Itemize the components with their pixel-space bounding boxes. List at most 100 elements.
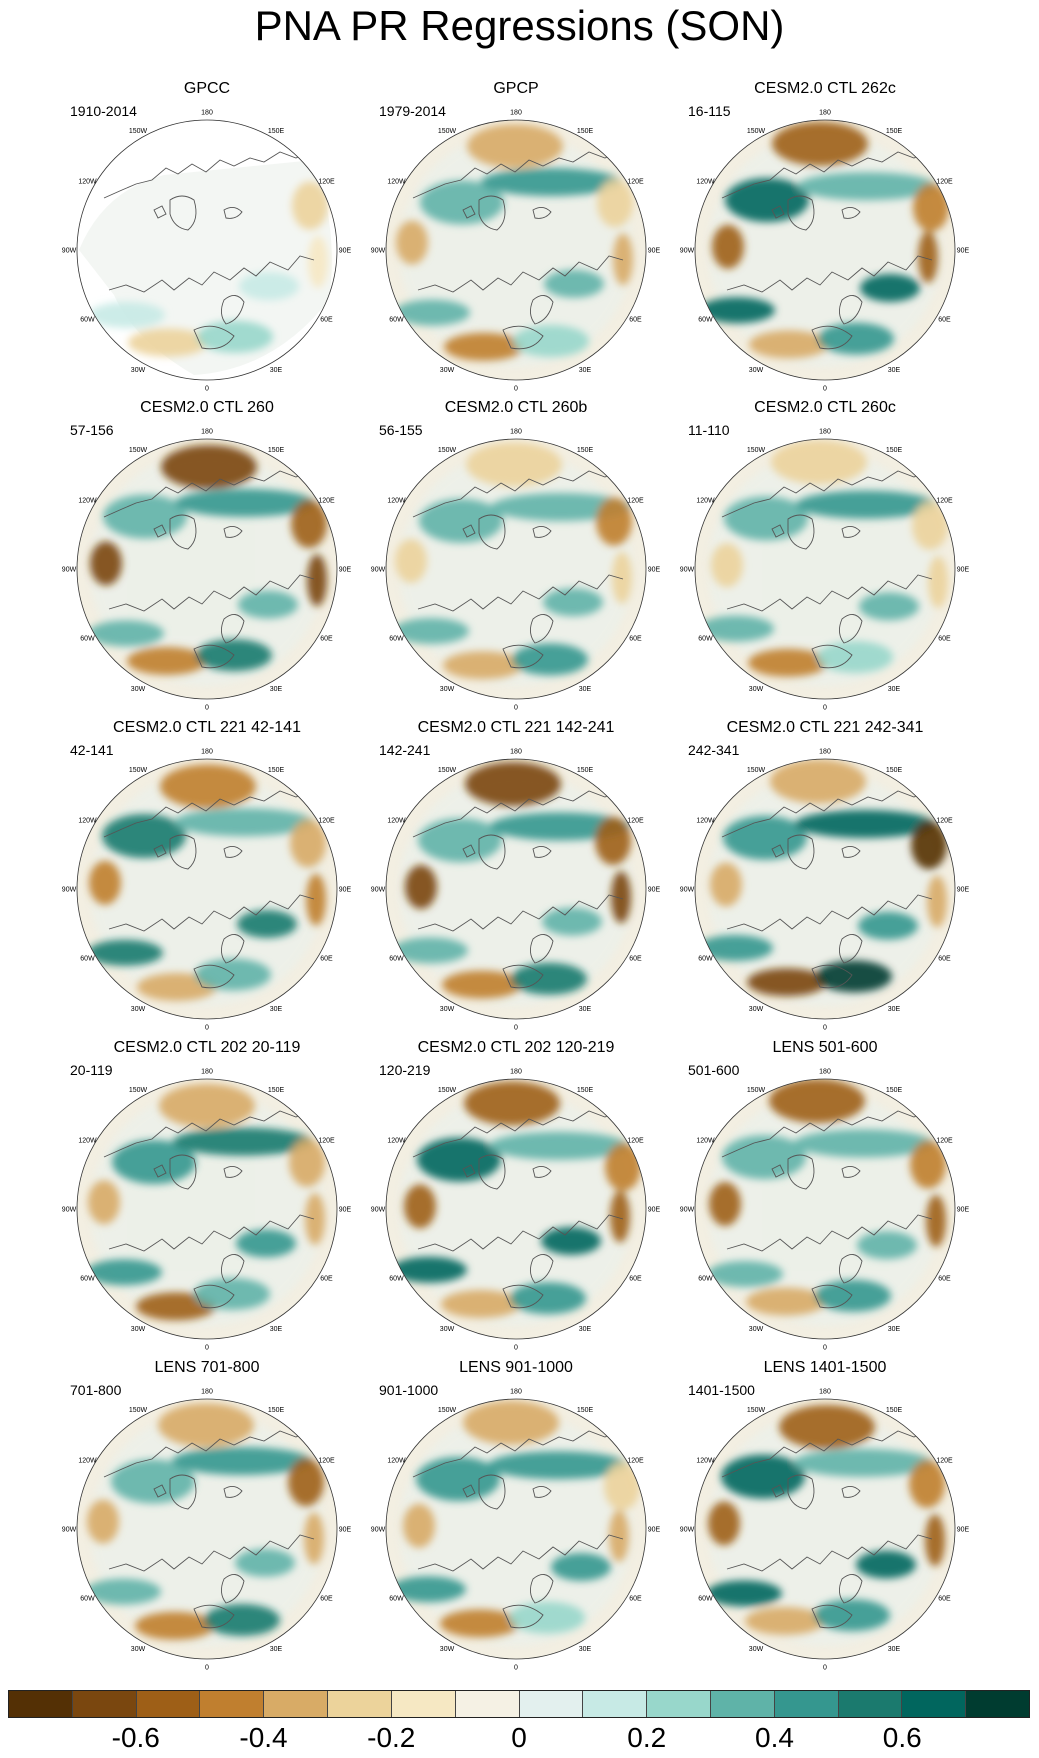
longitude-label: 150E	[268, 1407, 285, 1414]
map-boundary	[694, 438, 956, 700]
map-boundary	[694, 758, 956, 1020]
polar-map: 180 150E 120E 90E 60E 30E 0 30W 60W 90W 120W 150W	[680, 1389, 970, 1672]
anomaly-patch	[308, 235, 328, 288]
anomaly-patch	[712, 224, 744, 269]
longitude-label: 30W	[131, 1326, 146, 1333]
longitude-label: 180	[201, 429, 213, 436]
longitude-label: 0	[514, 1025, 518, 1032]
anomaly-patch	[136, 1292, 216, 1321]
polar-map: 180 150E 120E 90E 60E 30E 0 30W 60W 90W 120W 150W	[371, 110, 661, 393]
longitude-label: 60E	[938, 636, 951, 643]
longitude-label: 30E	[579, 367, 592, 374]
map-boundary	[385, 438, 647, 700]
anomaly-patch	[913, 183, 949, 232]
longitude-label: 0	[823, 386, 827, 393]
polar-map: 180 150E 120E 90E 60E 30E 0 30W 60W 90W 120W 150W	[680, 1069, 970, 1352]
map-boundary	[385, 119, 647, 381]
longitude-label: 120E	[318, 179, 335, 186]
anomaly-patch	[927, 875, 947, 928]
anomaly-patch	[103, 494, 187, 539]
colorbar-segment	[646, 1691, 710, 1717]
longitude-label: 0	[823, 1025, 827, 1032]
coastlines	[412, 1108, 624, 1309]
panel-title: LENS 701-800	[154, 1359, 260, 1376]
anomaly-patch	[611, 871, 631, 924]
longitude-label: 90W	[680, 1207, 695, 1214]
colorbar-segment	[965, 1691, 1029, 1717]
colorbar-tick-label: -0.2	[367, 1722, 416, 1753]
panel-title: GPCC	[183, 80, 231, 97]
anomaly-patch	[488, 1451, 628, 1480]
longitude-label: 60E	[320, 1276, 333, 1283]
panel-title: CESM2.0 CTL 202 20-119	[113, 1039, 301, 1056]
longitude-label: 30E	[888, 1646, 901, 1653]
longitude-label: 150E	[577, 1407, 594, 1414]
anomaly-patch	[818, 322, 894, 355]
longitude-label: 90W	[371, 567, 386, 574]
longitude-label: 180	[510, 110, 522, 117]
longitude-label: 120E	[318, 818, 335, 825]
longitude-label: 150W	[129, 128, 148, 135]
anomaly-patch	[697, 935, 773, 961]
anomaly-patch	[511, 962, 587, 995]
anomaly-patch	[925, 1514, 945, 1567]
anomaly-patch	[613, 233, 633, 286]
colorbar-segment	[390, 1691, 455, 1717]
anomaly-patch	[815, 1279, 891, 1312]
colorbar-segment	[901, 1691, 966, 1717]
longitude-label: 90W	[680, 248, 695, 255]
map-panel: CESM2.0 CTL 202 20-119 20-119 180 150E 120E 9…	[62, 1039, 374, 1352]
longitude-label: 60W	[80, 956, 95, 963]
panel-title: CESM2.0 CTL 262c	[754, 80, 896, 97]
anomaly-patch	[463, 1400, 559, 1445]
anomaly-patch	[779, 1405, 875, 1449]
anomaly-patch	[794, 1129, 934, 1158]
longitude-label: 30E	[888, 367, 901, 374]
polar-map: 180 150E 120E 90E 60E 30E 0 30W 60W 90W 120W 150W	[62, 749, 352, 1032]
anomaly-patch	[709, 1182, 741, 1226]
longitude-label: 60E	[320, 956, 333, 963]
anomaly-patch	[85, 1578, 161, 1605]
anomaly-patch	[707, 1261, 783, 1287]
colorbar-segment	[709, 1691, 774, 1717]
colorbar-tick-label: -0.6	[111, 1722, 160, 1753]
longitude-label: 30E	[270, 1006, 283, 1013]
polar-map: 180 150E 120E 90E 60E 30E 0 30W 60W 90W 120W 150W	[62, 1389, 352, 1672]
coastlines	[412, 149, 624, 350]
map-panel: CESM2.0 CTL 221 142-241 142-241 180 150E 120…	[371, 719, 683, 1032]
longitude-label: 150W	[438, 128, 457, 135]
anomaly-patch	[173, 1127, 313, 1156]
map-panel: CESM2.0 CTL 221 42-141 42-141 180 150E 120E 9…	[62, 719, 374, 1032]
longitude-label: 120E	[936, 1458, 953, 1465]
panel-title: CESM2.0 CTL 221 142-241	[417, 719, 615, 736]
anomaly-patch	[291, 500, 327, 548]
longitude-label: 90W	[62, 248, 77, 255]
anomaly-patch	[711, 543, 743, 588]
coastlines	[721, 149, 933, 350]
longitude-label: 0	[514, 386, 518, 393]
anomaly-patch	[612, 551, 632, 604]
longitude-label: 150E	[268, 128, 285, 135]
colorbar-segment	[199, 1691, 264, 1717]
longitude-label: 60W	[698, 1596, 713, 1603]
colorbar-segment	[837, 1691, 902, 1717]
colorbar-tick-label: 0.4	[755, 1722, 794, 1753]
anomaly-patch	[769, 1079, 865, 1123]
map-boundary	[76, 1398, 338, 1660]
map-panel: LENS 701-800 701-800 180 150E 120E 90E 60E 30E 0…	[62, 1359, 374, 1672]
anomaly-patch	[305, 1193, 325, 1245]
anomaly-patch	[489, 1131, 629, 1160]
longitude-label: 0	[205, 1345, 209, 1352]
colorbar-tick-label: -0.4	[239, 1722, 288, 1753]
longitude-label: 150W	[747, 1407, 766, 1414]
longitude-label: 180	[510, 1389, 522, 1396]
longitude-label: 120W	[696, 179, 715, 186]
longitude-label: 90W	[371, 248, 386, 255]
anomaly-patch	[87, 1499, 119, 1544]
anomaly-patch	[175, 488, 315, 517]
anomaly-patch	[796, 490, 936, 519]
longitude-label: 30W	[131, 1646, 146, 1653]
anomaly-patch	[797, 172, 937, 201]
map-boundary	[385, 1078, 647, 1340]
longitude-label: 120E	[627, 498, 644, 505]
